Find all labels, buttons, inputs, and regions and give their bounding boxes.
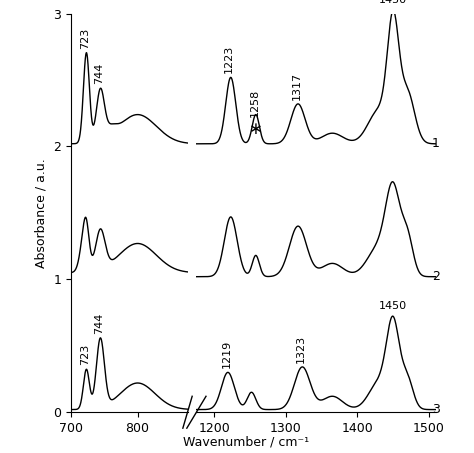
Text: Wavenumber / cm⁻¹: Wavenumber / cm⁻¹ <box>183 435 310 448</box>
Text: 1323: 1323 <box>296 335 306 363</box>
Text: 1258: 1258 <box>249 89 259 117</box>
Text: 1: 1 <box>432 137 440 150</box>
Text: 3: 3 <box>432 403 440 416</box>
Text: 1450: 1450 <box>379 301 407 311</box>
Text: 723: 723 <box>80 28 90 48</box>
Text: 744: 744 <box>94 313 104 334</box>
Text: ∗: ∗ <box>249 120 263 138</box>
Text: 744: 744 <box>94 63 104 84</box>
Text: 1219: 1219 <box>221 340 231 368</box>
Text: 2: 2 <box>432 270 440 283</box>
Text: 723: 723 <box>80 344 90 365</box>
Text: 1450: 1450 <box>379 0 407 5</box>
Y-axis label: Absorbance / a.u.: Absorbance / a.u. <box>35 158 48 268</box>
Text: 1317: 1317 <box>292 72 301 100</box>
Text: 1223: 1223 <box>224 45 234 73</box>
